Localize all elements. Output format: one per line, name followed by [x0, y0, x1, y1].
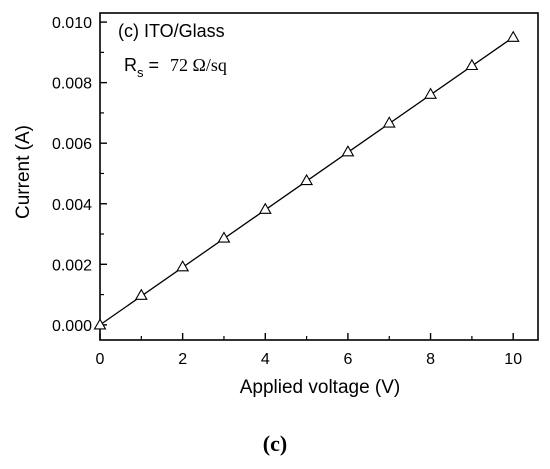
- data-point: [176, 260, 190, 272]
- data-point: [382, 116, 396, 128]
- x-tick-label: 4: [261, 351, 270, 368]
- x-axis-label: Applied voltage (V): [240, 377, 401, 398]
- x-tick-label: 10: [504, 351, 522, 368]
- data-point: [506, 30, 520, 42]
- data-point: [93, 318, 107, 330]
- annotation-label: (c) ITO/Glass: [118, 21, 225, 41]
- rs-symbol: R: [124, 55, 137, 75]
- y-tick-label: 0.002: [52, 257, 92, 274]
- y-axis-label: Current (A): [13, 125, 34, 219]
- rs-label: Rs = 72 Ω/sq: [124, 55, 227, 80]
- rs-subscript: s: [137, 65, 144, 80]
- data-layer: [93, 30, 520, 330]
- figure-caption: (c): [263, 431, 287, 456]
- axes: [99, 12, 539, 341]
- x-tick-label: 6: [343, 351, 352, 368]
- data-point: [465, 58, 479, 71]
- rs-value: 72 Ω/sq: [170, 55, 227, 75]
- x-tick-label: 8: [426, 351, 435, 368]
- y-tick-label: 0.000: [52, 318, 92, 335]
- data-point: [424, 87, 438, 99]
- y-tick-label: 0.010: [52, 15, 92, 32]
- data-point: [341, 145, 355, 157]
- data-point: [217, 231, 231, 243]
- data-point: [134, 288, 148, 300]
- ticks: 0 2 4 6 8 10 0.000 0.002 0.004 0.006 0.008 0.010: [52, 15, 522, 368]
- x-tick-label: 2: [178, 351, 187, 368]
- plot-frame: [99, 12, 539, 341]
- y-tick-label: 0.008: [52, 76, 92, 93]
- data-point: [258, 202, 272, 214]
- data-point: [300, 173, 314, 186]
- x-tick-label: 0: [96, 351, 105, 368]
- y-tick-label: 0.004: [52, 197, 92, 214]
- y-tick-label: 0.006: [52, 136, 92, 153]
- rs-equals: =: [144, 55, 165, 75]
